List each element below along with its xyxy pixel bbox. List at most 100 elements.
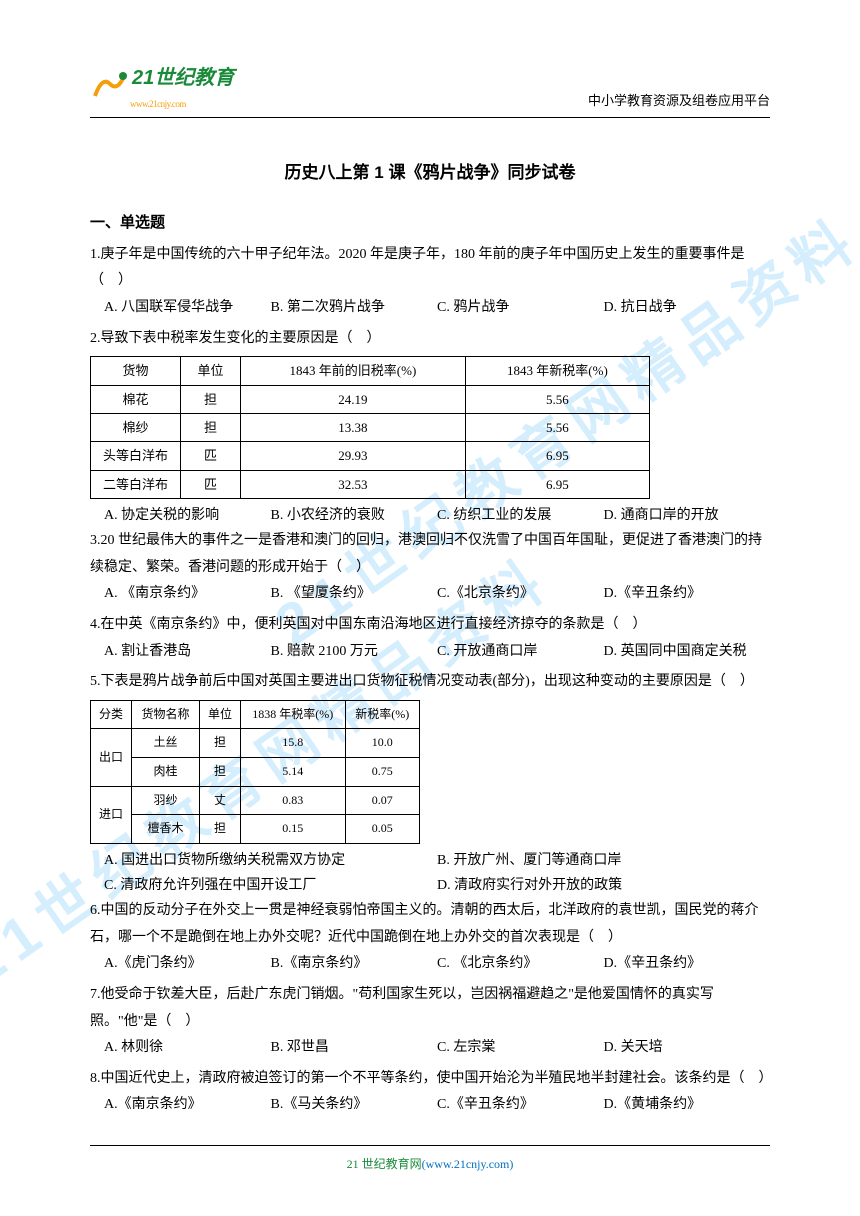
footer-text: 21 世纪教育网(www.21cnjy.com) — [0, 1154, 860, 1176]
option-b: B.《马关条约》 — [271, 1092, 438, 1119]
option-b: B. 开放广州、厦门等通商口岸 — [437, 848, 770, 873]
question-text: 2.导致下表中税率发生变化的主要原因是（ ） — [90, 331, 381, 346]
option-d: D. 清政府实行对外开放的政策 — [437, 873, 770, 898]
question-3: 3.20 世纪最伟大的事件之一是香港和澳门的回归，港澳回归不仅洗雪了中国百年国耻… — [90, 528, 770, 608]
question-text: 3.20 世纪最伟大的事件之一是香港和澳门的回归，港澳回归不仅洗雪了中国百年国耻… — [90, 533, 762, 575]
td: 10.0 — [345, 729, 420, 758]
option-c: C.《辛丑条约》 — [437, 1092, 604, 1119]
th: 单位 — [181, 357, 241, 385]
option-c: C. 《北京条约》 — [437, 951, 604, 978]
question-text: 8.中国近代史上，清政府被迫签订的第一个不平等条约，使中国开始沦为半殖民地半封建… — [90, 1071, 773, 1086]
th: 1843 年前的旧税率(%) — [241, 357, 466, 385]
option-a: A. 割让香港岛 — [104, 639, 271, 666]
option-c: C. 鸦片战争 — [437, 295, 604, 322]
question-1: 1.庚子年是中国传统的六十甲子纪年法。2020 年是庚子年，180 年前的庚子年… — [90, 242, 770, 322]
option-d: D. 通商口岸的开放 — [604, 503, 771, 528]
td: 檀香木 — [132, 815, 200, 844]
td: 6.95 — [465, 442, 649, 470]
option-a: A. 《南京条约》 — [104, 581, 271, 608]
page-footer: 21 世纪教育网(www.21cnjy.com) — [0, 1145, 860, 1176]
option-d: D.《辛丑条约》 — [604, 951, 771, 978]
td: 15.8 — [241, 729, 345, 758]
td: 0.83 — [241, 786, 345, 815]
option-c: C. 清政府允许列强在中国开设工厂 — [104, 873, 437, 898]
td: 29.93 — [241, 442, 466, 470]
th: 单位 — [199, 700, 240, 729]
logo-area: 21世纪教育 www.21cnjy.com — [90, 60, 234, 112]
option-a: A. 林则徐 — [104, 1035, 271, 1062]
logo-main: 21世纪教育 — [132, 60, 234, 96]
td: 担 — [181, 413, 241, 441]
question-text: 6.中国的反动分子在外交上一贯是神经衰弱怕帝国主义的。清朝的西太后，北洋政府的袁… — [90, 903, 759, 945]
question-4: 4.在中英《南京条约》中，便利英国对中国东南沿海地区进行直接经济掠夺的条款是（ … — [90, 612, 770, 665]
td: 5.56 — [465, 413, 649, 441]
option-b: B. 小农经济的衰败 — [271, 503, 438, 528]
tariff-table-2: 分类 货物名称 单位 1838 年税率(%) 新税率(%) 出口土丝担15.81… — [90, 700, 420, 844]
td: 0.75 — [345, 758, 420, 787]
td: 二等白洋布 — [91, 470, 181, 498]
question-8: 8.中国近代史上，清政府被迫签订的第一个不平等条约，使中国开始沦为半殖民地半封建… — [90, 1066, 770, 1119]
td: 肉桂 — [132, 758, 200, 787]
footer-brand: 21 世纪教育网 — [347, 1157, 422, 1171]
td: 0.07 — [345, 786, 420, 815]
footer-divider — [90, 1145, 770, 1146]
option-c: C. 左宗棠 — [437, 1035, 604, 1062]
option-d: D. 关天培 — [604, 1035, 771, 1062]
th: 新税率(%) — [345, 700, 420, 729]
td: 5.56 — [465, 385, 649, 413]
option-c: C.《北京条约》 — [437, 581, 604, 608]
logo-icon — [90, 66, 130, 106]
td: 棉纱 — [91, 413, 181, 441]
option-a: A. 国进出口货物所缴纳关税需双方协定 — [104, 848, 437, 873]
option-d: D. 抗日战争 — [604, 295, 771, 322]
section-heading: 一、单选题 — [90, 209, 770, 236]
question-text: 7.他受命于钦差大臣，后赴广东虎门销烟。"苟利国家生死以，岂因祸福避趋之"是他爱… — [90, 987, 714, 1029]
page-title: 历史八上第 1 课《鸦片战争》同步试卷 — [90, 158, 770, 189]
question-text: 1.庚子年是中国传统的六十甲子纪年法。2020 年是庚子年，180 年前的庚子年… — [90, 247, 745, 289]
td: 匹 — [181, 470, 241, 498]
option-b: B. 邓世昌 — [271, 1035, 438, 1062]
th: 货物名称 — [132, 700, 200, 729]
option-b: B. 赔款 2100 万元 — [271, 639, 438, 666]
td: 6.95 — [465, 470, 649, 498]
td: 进口 — [91, 786, 132, 843]
td: 担 — [199, 815, 240, 844]
option-d: D.《黄埔条约》 — [604, 1092, 771, 1119]
td: 出口 — [91, 729, 132, 786]
td: 5.14 — [241, 758, 345, 787]
th: 1838 年税率(%) — [241, 700, 345, 729]
td: 丈 — [199, 786, 240, 815]
option-b: B. 《望厦条约》 — [271, 581, 438, 608]
option-d: D.《辛丑条约》 — [604, 581, 771, 608]
header-right-text: 中小学教育资源及组卷应用平台 — [588, 89, 770, 112]
option-d: D. 英国同中国商定关税 — [604, 639, 771, 666]
td: 羽纱 — [132, 786, 200, 815]
option-c: C. 开放通商口岸 — [437, 639, 604, 666]
page-header: 21世纪教育 www.21cnjy.com 中小学教育资源及组卷应用平台 — [90, 60, 770, 112]
question-5: 5.下表是鸦片战争前后中国对英国主要进出口货物征税情况变动表(部分)，出现这种变… — [90, 669, 770, 696]
header-divider — [90, 117, 770, 118]
td: 头等白洋布 — [91, 442, 181, 470]
td: 32.53 — [241, 470, 466, 498]
question-6: 6.中国的反动分子在外交上一贯是神经衰弱怕帝国主义的。清朝的西太后，北洋政府的袁… — [90, 898, 770, 978]
tariff-table-1: 货物 单位 1843 年前的旧税率(%) 1843 年新税率(%) 棉花担24.… — [90, 356, 650, 499]
th: 货物 — [91, 357, 181, 385]
td: 0.05 — [345, 815, 420, 844]
th: 分类 — [91, 700, 132, 729]
question-text: 4.在中英《南京条约》中，便利英国对中国东南沿海地区进行直接经济掠夺的条款是（ … — [90, 617, 647, 632]
option-a: A. 协定关税的影响 — [104, 503, 271, 528]
td: 土丝 — [132, 729, 200, 758]
td: 担 — [199, 758, 240, 787]
td: 担 — [199, 729, 240, 758]
option-a: A.《南京条约》 — [104, 1092, 271, 1119]
logo-sub: www.21cnjy.com — [130, 96, 234, 112]
option-b: B.《南京条约》 — [271, 951, 438, 978]
option-b: B. 第二次鸦片战争 — [271, 295, 438, 322]
th: 1843 年新税率(%) — [465, 357, 649, 385]
td: 24.19 — [241, 385, 466, 413]
option-c: C. 纺织工业的发展 — [437, 503, 604, 528]
td: 匹 — [181, 442, 241, 470]
td: 棉花 — [91, 385, 181, 413]
question-text: 5.下表是鸦片战争前后中国对英国主要进出口货物征税情况变动表(部分)，出现这种变… — [90, 674, 754, 689]
question-7: 7.他受命于钦差大臣，后赴广东虎门销烟。"苟利国家生死以，岂因祸福避趋之"是他爱… — [90, 982, 770, 1062]
